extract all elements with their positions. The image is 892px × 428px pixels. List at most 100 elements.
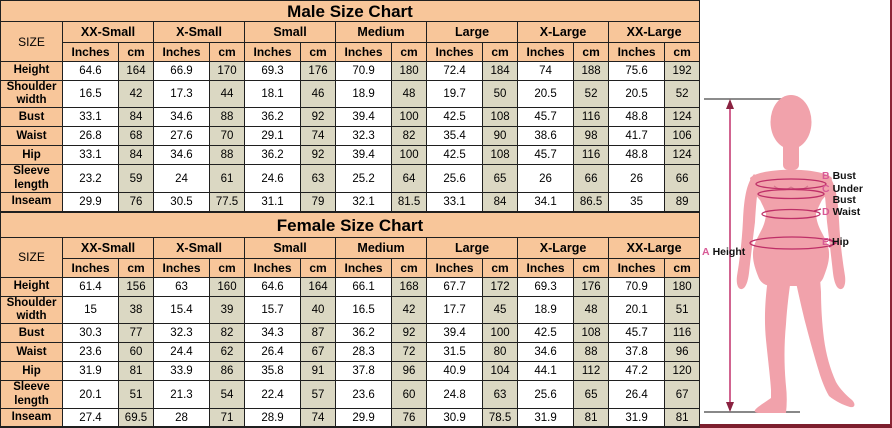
value-cm: 176 xyxy=(573,276,610,297)
size-name-xx-large: XX-Large xyxy=(608,236,701,259)
value-inches: 31.9 xyxy=(62,361,119,382)
value-cm: 96 xyxy=(391,361,428,382)
size-name-x-large: X-Large xyxy=(517,236,610,259)
unit-cm-header: cm xyxy=(573,42,610,62)
row-label: Bust xyxy=(0,323,63,344)
right-leg-shape xyxy=(795,278,855,408)
value-inches: 37.8 xyxy=(335,361,393,382)
value-inches: 20.1 xyxy=(62,380,119,409)
value-cm: 81.5 xyxy=(391,191,428,212)
unit-inches-header: Inches xyxy=(517,42,575,62)
value-cm: 77.5 xyxy=(208,191,246,212)
value-inches: 61.4 xyxy=(62,276,119,297)
value-inches: 47.2 xyxy=(608,361,666,382)
value-inches: 48.8 xyxy=(608,107,666,128)
value-inches: 30.9 xyxy=(426,407,484,428)
value-cm: 180 xyxy=(664,276,701,297)
size-name-row: SIZE XX-Small X-Small Small Medium Large X-Lar… xyxy=(0,21,701,62)
value-cm: 69.5 xyxy=(118,407,154,428)
value-cm: 108 xyxy=(573,323,610,344)
value-inches: 69.3 xyxy=(244,61,302,81)
value-cm: 82 xyxy=(391,126,428,147)
row-label: Waist xyxy=(0,126,63,147)
label-height: A Height xyxy=(702,246,745,258)
left-arm-shape xyxy=(736,174,760,290)
value-cm: 61 xyxy=(208,164,246,193)
unit-cm-header: cm xyxy=(118,42,154,62)
value-cm: 92 xyxy=(300,145,337,166)
table-row-bust: Bust 33.1 84 34.6 88 36.2 92 39.4 100 42.5 108 45.7… xyxy=(0,107,701,128)
label-hip-letter: E xyxy=(822,236,830,248)
height-arrowhead-top-icon xyxy=(726,99,734,109)
waist-measure-line xyxy=(761,208,821,220)
value-cm: 50 xyxy=(482,79,519,109)
unit-cm-header: cm xyxy=(391,42,428,62)
value-inches: 23.2 xyxy=(62,164,119,193)
unit-row: Inches cm Inches cm Inches cm Inches cm Inches cm… xyxy=(1,42,701,62)
head-shape xyxy=(770,95,812,149)
human-body-silhouette xyxy=(736,95,855,413)
value-cm: 45 xyxy=(482,295,519,325)
value-inches: 45.7 xyxy=(608,323,666,344)
value-cm: 59 xyxy=(118,164,154,193)
waist-label-pointer xyxy=(813,208,822,212)
value-cm: 48 xyxy=(391,79,428,109)
unit-inches-header: Inches xyxy=(426,42,484,62)
value-cm: 66 xyxy=(664,164,701,193)
value-inches: 31.1 xyxy=(244,191,302,212)
value-cm: 71 xyxy=(208,407,246,428)
value-inches: 23.6 xyxy=(62,342,119,363)
value-cm: 70 xyxy=(208,126,246,147)
value-inches: 36.2 xyxy=(335,323,393,344)
value-cm: 38 xyxy=(118,295,154,325)
value-cm: 170 xyxy=(208,61,246,81)
value-cm: 90 xyxy=(482,126,519,147)
value-inches: 48.8 xyxy=(608,145,666,166)
value-inches: 25.6 xyxy=(426,164,484,193)
value-cm: 88 xyxy=(208,145,246,166)
value-inches: 15.7 xyxy=(244,295,302,325)
value-cm: 124 xyxy=(664,107,701,128)
value-inches: 27.4 xyxy=(62,407,119,428)
value-inches: 23.6 xyxy=(335,380,393,409)
value-cm: 74 xyxy=(300,126,337,147)
unit-cm-header: cm xyxy=(208,257,246,278)
value-inches: 26.8 xyxy=(62,126,119,147)
unit-inches-header: Inches xyxy=(62,257,119,278)
table-row-inseam: Inseam 29.9 76 30.5 77.5 31.1 79 32.1 81.5 33.1 84… xyxy=(0,191,701,212)
unit-inches-header: Inches xyxy=(335,257,393,278)
value-cm: 81 xyxy=(118,361,154,382)
size-name-x-small: X-Small xyxy=(152,236,246,259)
value-inches: 34.6 xyxy=(153,107,210,128)
value-inches: 45.7 xyxy=(517,107,575,128)
value-cm: 124 xyxy=(664,145,701,166)
value-inches: 64.6 xyxy=(62,61,119,81)
table-row-height: Height 61.4 156 63 160 64.6 164 66.1 168 67.7 172 6… xyxy=(0,276,701,297)
value-cm: 91 xyxy=(300,361,337,382)
value-inches: 30.3 xyxy=(62,323,119,344)
value-inches: 74 xyxy=(517,61,575,81)
unit-cm-header: cm xyxy=(664,257,701,278)
label-bust: B Bust xyxy=(822,170,856,182)
value-inches: 64.6 xyxy=(244,276,302,297)
value-cm: 46 xyxy=(300,79,337,109)
value-cm: 67 xyxy=(300,342,337,363)
value-cm: 108 xyxy=(482,145,519,166)
value-cm: 52 xyxy=(573,79,610,109)
value-cm: 87 xyxy=(300,323,337,344)
size-name-medium: Medium xyxy=(335,236,428,259)
value-cm: 64 xyxy=(391,164,428,193)
value-cm: 104 xyxy=(482,361,519,382)
value-inches: 24 xyxy=(153,164,210,193)
value-inches: 37.8 xyxy=(608,342,666,363)
value-cm: 100 xyxy=(391,145,428,166)
value-inches: 28.9 xyxy=(244,407,302,428)
value-cm: 180 xyxy=(391,61,428,81)
value-cm: 96 xyxy=(664,342,701,363)
size-name-large: Large xyxy=(426,236,519,259)
value-inches: 27.6 xyxy=(153,126,210,147)
unit-inches-header: Inches xyxy=(244,257,302,278)
male-size-chart: Male Size Chart SIZE XX-Small X-Small Small… xyxy=(0,0,701,212)
value-cm: 116 xyxy=(664,323,701,344)
